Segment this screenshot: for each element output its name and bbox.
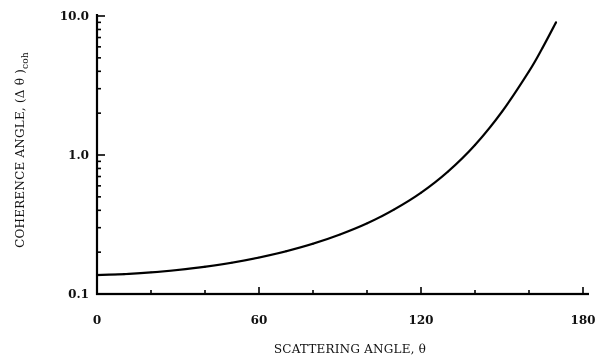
- series-line: [96, 21, 557, 277]
- series-point: [419, 191, 423, 194]
- series-point: [311, 242, 315, 245]
- x-tick-label: 180: [570, 313, 595, 327]
- series-point: [365, 222, 369, 225]
- series-point: [176, 268, 180, 272]
- series-point: [541, 46, 544, 49]
- series-point: [392, 208, 396, 211]
- y-axis-title: COHERENCE ANGLE, (Δ θ )coh: [13, 52, 31, 248]
- series-point: [527, 70, 531, 73]
- series-point: [500, 110, 504, 113]
- series-point: [284, 250, 288, 253]
- axes: [95, 14, 589, 296]
- y-tick-label: 10.0: [60, 9, 89, 23]
- series-point: [95, 273, 99, 277]
- y-tick-label: 1.0: [68, 148, 89, 162]
- x-tick-label: 60: [251, 313, 268, 327]
- series-point: [554, 21, 558, 24]
- ticks: [96, 15, 584, 295]
- series-point: [473, 143, 477, 147]
- series-point: [122, 273, 126, 276]
- series-point: [149, 271, 153, 274]
- series-point: [446, 170, 450, 173]
- series-point: [338, 233, 342, 236]
- y-axis-title-subscript: coh: [21, 52, 31, 69]
- y-tick-label: 0.1: [68, 287, 89, 301]
- tick-labels: 0 60 120 180 0.1 1.0 10.0: [60, 9, 596, 327]
- x-axis-title: SCATTERING ANGLE, θ: [274, 342, 426, 356]
- series-point: [230, 261, 234, 264]
- series-point: [257, 256, 261, 259]
- x-tick-label: 0: [93, 313, 101, 327]
- x-tick-label: 120: [408, 313, 433, 327]
- series-points: [95, 21, 558, 277]
- series-point: [203, 265, 207, 268]
- y-axis-title-main: COHERENCE ANGLE, (Δ θ ): [13, 69, 27, 248]
